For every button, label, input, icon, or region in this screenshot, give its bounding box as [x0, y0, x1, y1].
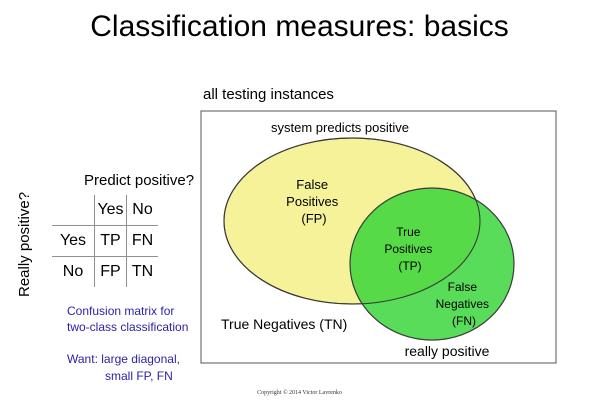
confusion-header-row: Yes No	[52, 195, 158, 226]
caption-line-2: two-class classification	[67, 320, 189, 334]
row-header-yes: Yes	[52, 225, 95, 257]
really-positive-label: really positive	[405, 343, 490, 359]
tp-label: True Positives (TP)	[384, 225, 435, 273]
confusion-row-no: No FP TN	[52, 256, 158, 287]
want-line-2: small FP, FN	[105, 369, 173, 383]
want-note: Want: large diagonal, small FP, FN	[67, 351, 180, 385]
caption-line-1: Confusion matrix for	[67, 304, 175, 318]
row-header-no: No	[52, 256, 95, 287]
cell-tn: TN	[126, 256, 158, 287]
corner-cell	[52, 195, 95, 226]
predict-positive-label: Predict positive?	[84, 172, 195, 189]
confusion-matrix-caption: Confusion matrix for two-class classific…	[67, 303, 188, 335]
predicted-positive-outline	[223, 137, 481, 305]
all-instances-box	[200, 110, 557, 364]
fn-label: False Negatives (FN)	[436, 280, 493, 328]
fp-label: False Positives (FP)	[286, 177, 342, 226]
cell-tp: TP	[94, 225, 127, 257]
tn-label: True Negatives (TN)	[221, 316, 347, 332]
col-header-yes: Yes	[94, 195, 127, 226]
confusion-row-yes: Yes TP FN	[52, 225, 158, 257]
cell-fp: FP	[94, 256, 127, 287]
actual-positive-ellipse	[349, 187, 515, 341]
predicts-positive-label: system predicts positive	[271, 120, 409, 135]
want-line-1: Want: large diagonal,	[67, 352, 180, 366]
all-instances-label: all testing instances	[203, 86, 334, 103]
really-positive-axis-label: Really positive?	[16, 191, 33, 297]
copyright-notice: Copyright © 2014 Victor Lavrenko	[257, 390, 342, 396]
slide-title: Classification measures: basics	[90, 10, 509, 43]
cell-fn: FN	[126, 225, 158, 257]
col-header-no: No	[126, 195, 158, 226]
confusion-matrix-table: Yes No Yes TP FN No FP TN	[52, 195, 158, 287]
